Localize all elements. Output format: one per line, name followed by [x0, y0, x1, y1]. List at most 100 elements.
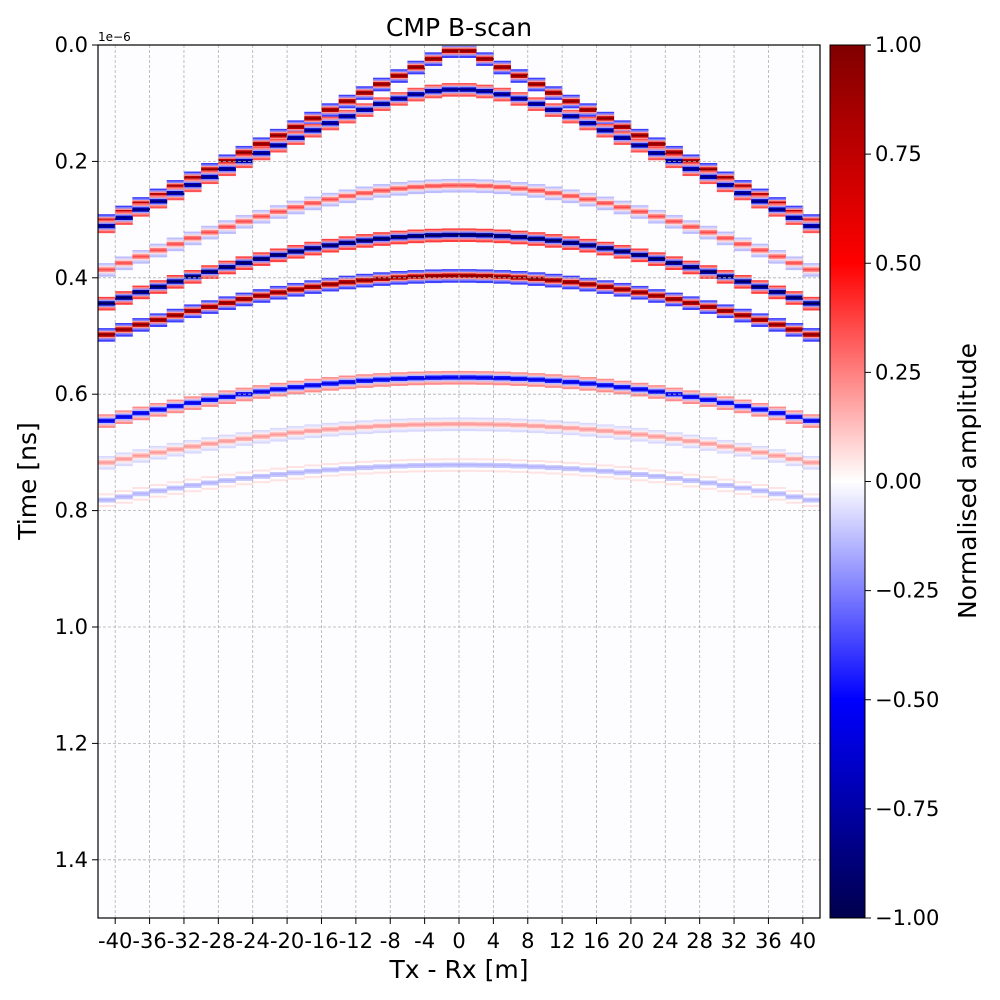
heatmap-cell	[235, 267, 254, 270]
heatmap-cell	[459, 427, 477, 430]
heatmap-cell	[768, 452, 787, 455]
heatmap-cell	[390, 239, 408, 242]
heatmap-cell	[682, 166, 701, 169]
heatmap-cell	[287, 382, 305, 385]
heatmap-cell	[115, 421, 133, 424]
heatmap-cell	[476, 56, 494, 59]
heatmap-cell	[544, 234, 563, 237]
heatmap-cell	[544, 468, 563, 471]
heatmap-cell	[373, 378, 391, 381]
heatmap-cell	[459, 370, 477, 373]
heatmap-cell	[269, 134, 288, 137]
heatmap-cell	[459, 372, 477, 375]
heatmap-cell	[166, 310, 185, 313]
heatmap-cell	[149, 323, 168, 326]
heatmap-cell	[648, 469, 666, 472]
heatmap-cell	[132, 297, 150, 300]
heatmap-cell	[98, 497, 116, 500]
heatmap-cell	[115, 417, 133, 420]
heatmap-cell	[476, 382, 494, 385]
heatmap-cell	[613, 293, 632, 296]
heatmap-cell	[527, 384, 546, 387]
heatmap-cell	[355, 241, 374, 244]
heatmap-cell	[441, 272, 460, 275]
heatmap-cell	[287, 141, 305, 144]
heatmap-cell	[579, 470, 597, 473]
heatmap-cell	[235, 158, 254, 161]
heatmap-cell	[768, 418, 787, 421]
heatmap-cell	[630, 149, 649, 152]
heatmap-cell	[201, 447, 219, 450]
heatmap-cell	[218, 397, 236, 400]
heatmap-cell	[441, 426, 460, 429]
heatmap-cell	[596, 198, 615, 201]
heatmap-cell	[768, 320, 787, 323]
heatmap-cell	[98, 415, 116, 418]
heatmap-cell	[338, 277, 357, 280]
heatmap-cell	[132, 208, 150, 211]
heatmap-cell	[665, 153, 683, 156]
heatmap-cell	[802, 302, 820, 305]
heatmap-cell	[390, 232, 408, 235]
heatmap-cell	[734, 246, 752, 249]
heatmap-cell	[115, 327, 133, 330]
heatmap-cell	[166, 316, 185, 319]
heatmap-cell	[287, 290, 305, 293]
heatmap-cell	[785, 414, 804, 417]
heatmap-cell	[562, 467, 580, 470]
heatmap-cell	[132, 460, 150, 463]
heatmap-cell	[424, 94, 443, 97]
heatmap-cell	[235, 145, 254, 148]
heatmap-cell	[390, 424, 408, 427]
heatmap-cell	[407, 426, 426, 429]
heatmap-cell	[98, 461, 116, 464]
heatmap-cell	[493, 464, 511, 467]
heatmap-cell	[390, 99, 408, 102]
heatmap-cell	[321, 422, 340, 425]
heatmap-cell	[785, 495, 804, 498]
heatmap-cell	[734, 282, 752, 285]
heatmap-cell	[579, 381, 597, 384]
heatmap-cell	[493, 419, 511, 422]
heatmap-cell	[785, 210, 804, 213]
heatmap-cell	[630, 290, 649, 293]
heatmap-cell	[648, 389, 666, 392]
heatmap-cell	[630, 144, 649, 147]
heatmap-cell	[476, 55, 494, 58]
heatmap-cell	[682, 402, 701, 404]
heatmap-cell	[269, 210, 288, 213]
heatmap-cell	[544, 198, 563, 201]
heatmap-cell	[630, 394, 649, 397]
heatmap-cell	[579, 197, 597, 200]
heatmap-cell	[682, 162, 701, 165]
heatmap-cell	[734, 191, 752, 193]
heatmap-cell	[338, 467, 357, 470]
heatmap-cell	[407, 374, 426, 377]
heatmap-cell	[252, 469, 271, 472]
heatmap-cell	[149, 456, 168, 459]
heatmap-cell	[562, 381, 580, 384]
heatmap-cell	[802, 219, 820, 222]
heatmap-cell	[630, 473, 649, 476]
heatmap-cell	[98, 504, 116, 507]
heatmap-cell	[459, 277, 477, 280]
heatmap-cell	[183, 274, 202, 277]
heatmap-cell	[201, 272, 219, 275]
heatmap-cell	[115, 262, 133, 265]
x-tick-label: -28	[201, 929, 235, 953]
heatmap-cell	[424, 375, 443, 378]
heatmap-cell	[768, 207, 787, 210]
heatmap-cell	[596, 249, 615, 252]
heatmap-cell	[510, 428, 529, 431]
y-tick-label: 0.4	[55, 266, 88, 290]
heatmap-cell	[476, 429, 494, 432]
heatmap-cell	[562, 189, 580, 192]
heatmap-cell	[98, 458, 116, 461]
colorbar	[829, 44, 866, 919]
heatmap-cell	[751, 190, 769, 193]
heatmap-cell	[321, 428, 340, 431]
heatmap-cell	[665, 266, 683, 269]
heatmap-cell	[596, 390, 615, 393]
heatmap-cell	[424, 234, 443, 237]
heatmap-cell	[785, 257, 804, 260]
